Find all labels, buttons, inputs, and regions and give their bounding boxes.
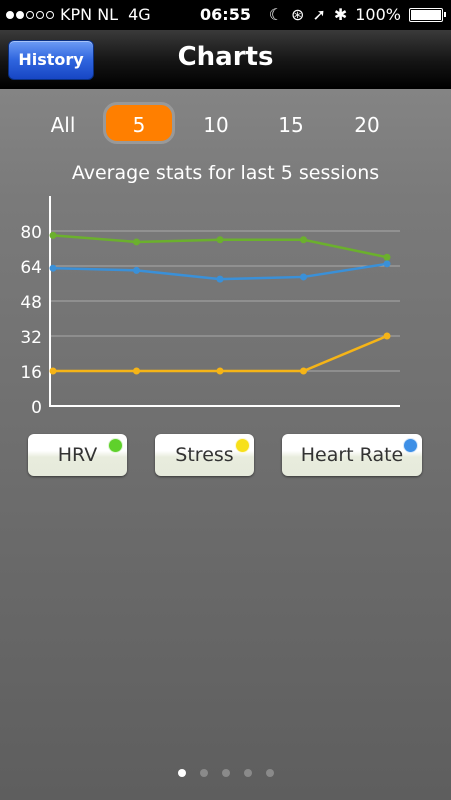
- page-dot[interactable]: [199, 769, 208, 777]
- bluetooth-icon: ✱: [333, 5, 348, 24]
- data-point: [133, 238, 140, 246]
- segment-5[interactable]: 5: [101, 100, 177, 150]
- data-point: [300, 273, 307, 281]
- page-dot[interactable]: [265, 769, 274, 777]
- y-tick-label: 80: [20, 223, 42, 243]
- legend-label: Stress: [175, 444, 234, 466]
- clock: 06:55: [200, 5, 251, 24]
- signal-dot: [26, 10, 34, 19]
- data-point: [216, 275, 224, 283]
- y-tick-label: 16: [20, 363, 42, 383]
- data-point: [133, 367, 140, 375]
- legend-heart-rate-button[interactable]: Heart Rate: [282, 434, 422, 476]
- legend-hrv-button[interactable]: HRV: [28, 434, 127, 476]
- data-point: [383, 253, 391, 261]
- session-count-selector: All 5 10 15 20: [0, 100, 451, 150]
- data-point: [383, 332, 391, 340]
- page-dot[interactable]: [243, 769, 252, 777]
- data-point: [49, 367, 57, 375]
- navigation-bar: History Charts: [0, 30, 451, 89]
- chart-title: Average stats for last 5 sessions: [71, 162, 380, 184]
- y-tick-label: 64: [20, 258, 42, 278]
- carrier-group: KPN NL 4G: [6, 5, 151, 24]
- signal-dot: [16, 10, 24, 19]
- signal-dot: [36, 10, 44, 19]
- selected-pill: [103, 102, 175, 144]
- legend-color-dot: [108, 438, 123, 453]
- signal-dot: [46, 10, 54, 19]
- data-point: [49, 264, 57, 272]
- legend-color-dot: [403, 438, 418, 453]
- data-point: [300, 236, 307, 244]
- segment-label: 10: [203, 113, 229, 137]
- page-dot[interactable]: [221, 769, 230, 777]
- signal-dot: [6, 10, 14, 19]
- data-point: [383, 260, 391, 268]
- segment-all[interactable]: All: [25, 100, 101, 150]
- battery-icon: [409, 7, 446, 22]
- series-line: [53, 334, 388, 373]
- page-title: Charts: [177, 42, 274, 72]
- y-tick-label: 48: [20, 293, 42, 313]
- y-tick-label: 32: [20, 328, 42, 348]
- moon-icon: ☾: [268, 5, 284, 24]
- segment-label: 15: [278, 113, 304, 137]
- data-point: [49, 231, 57, 239]
- segment-20[interactable]: 20: [329, 100, 405, 150]
- data-point: [216, 367, 224, 375]
- stats-line-chart: 80 64 48 32 16 0: [20, 196, 400, 418]
- segment-15[interactable]: 15: [253, 100, 329, 150]
- data-point: [133, 266, 140, 274]
- legend-label: HRV: [57, 444, 98, 466]
- y-tick-label: 0: [31, 398, 42, 418]
- segment-10[interactable]: 10: [178, 100, 254, 150]
- status-bar: KPN NL 4G 06:55 ☾ ⊛ ➚ ✱ 100%: [0, 0, 451, 30]
- legend-stress-button[interactable]: Stress: [155, 434, 254, 476]
- rotation-lock-icon: ⊛: [291, 5, 305, 24]
- history-button[interactable]: History: [8, 40, 94, 80]
- data-point: [300, 367, 307, 375]
- location-arrow-icon: ➚: [312, 5, 326, 24]
- battery-percent: 100%: [355, 5, 401, 24]
- signal-icon: [6, 10, 54, 19]
- carrier-name: KPN NL: [60, 5, 119, 24]
- legend-label: Heart Rate: [300, 444, 404, 466]
- data-point: [216, 236, 224, 244]
- segment-label: All: [50, 113, 76, 137]
- network-type: 4G: [128, 5, 151, 24]
- page-dot[interactable]: [177, 769, 186, 777]
- segment-label: 20: [354, 113, 380, 137]
- segment-label: 5: [132, 113, 146, 137]
- status-icons: ☾ ⊛ ➚ ✱ 100%: [268, 5, 446, 24]
- legend-color-dot: [235, 438, 250, 453]
- page-indicator[interactable]: [0, 769, 451, 777]
